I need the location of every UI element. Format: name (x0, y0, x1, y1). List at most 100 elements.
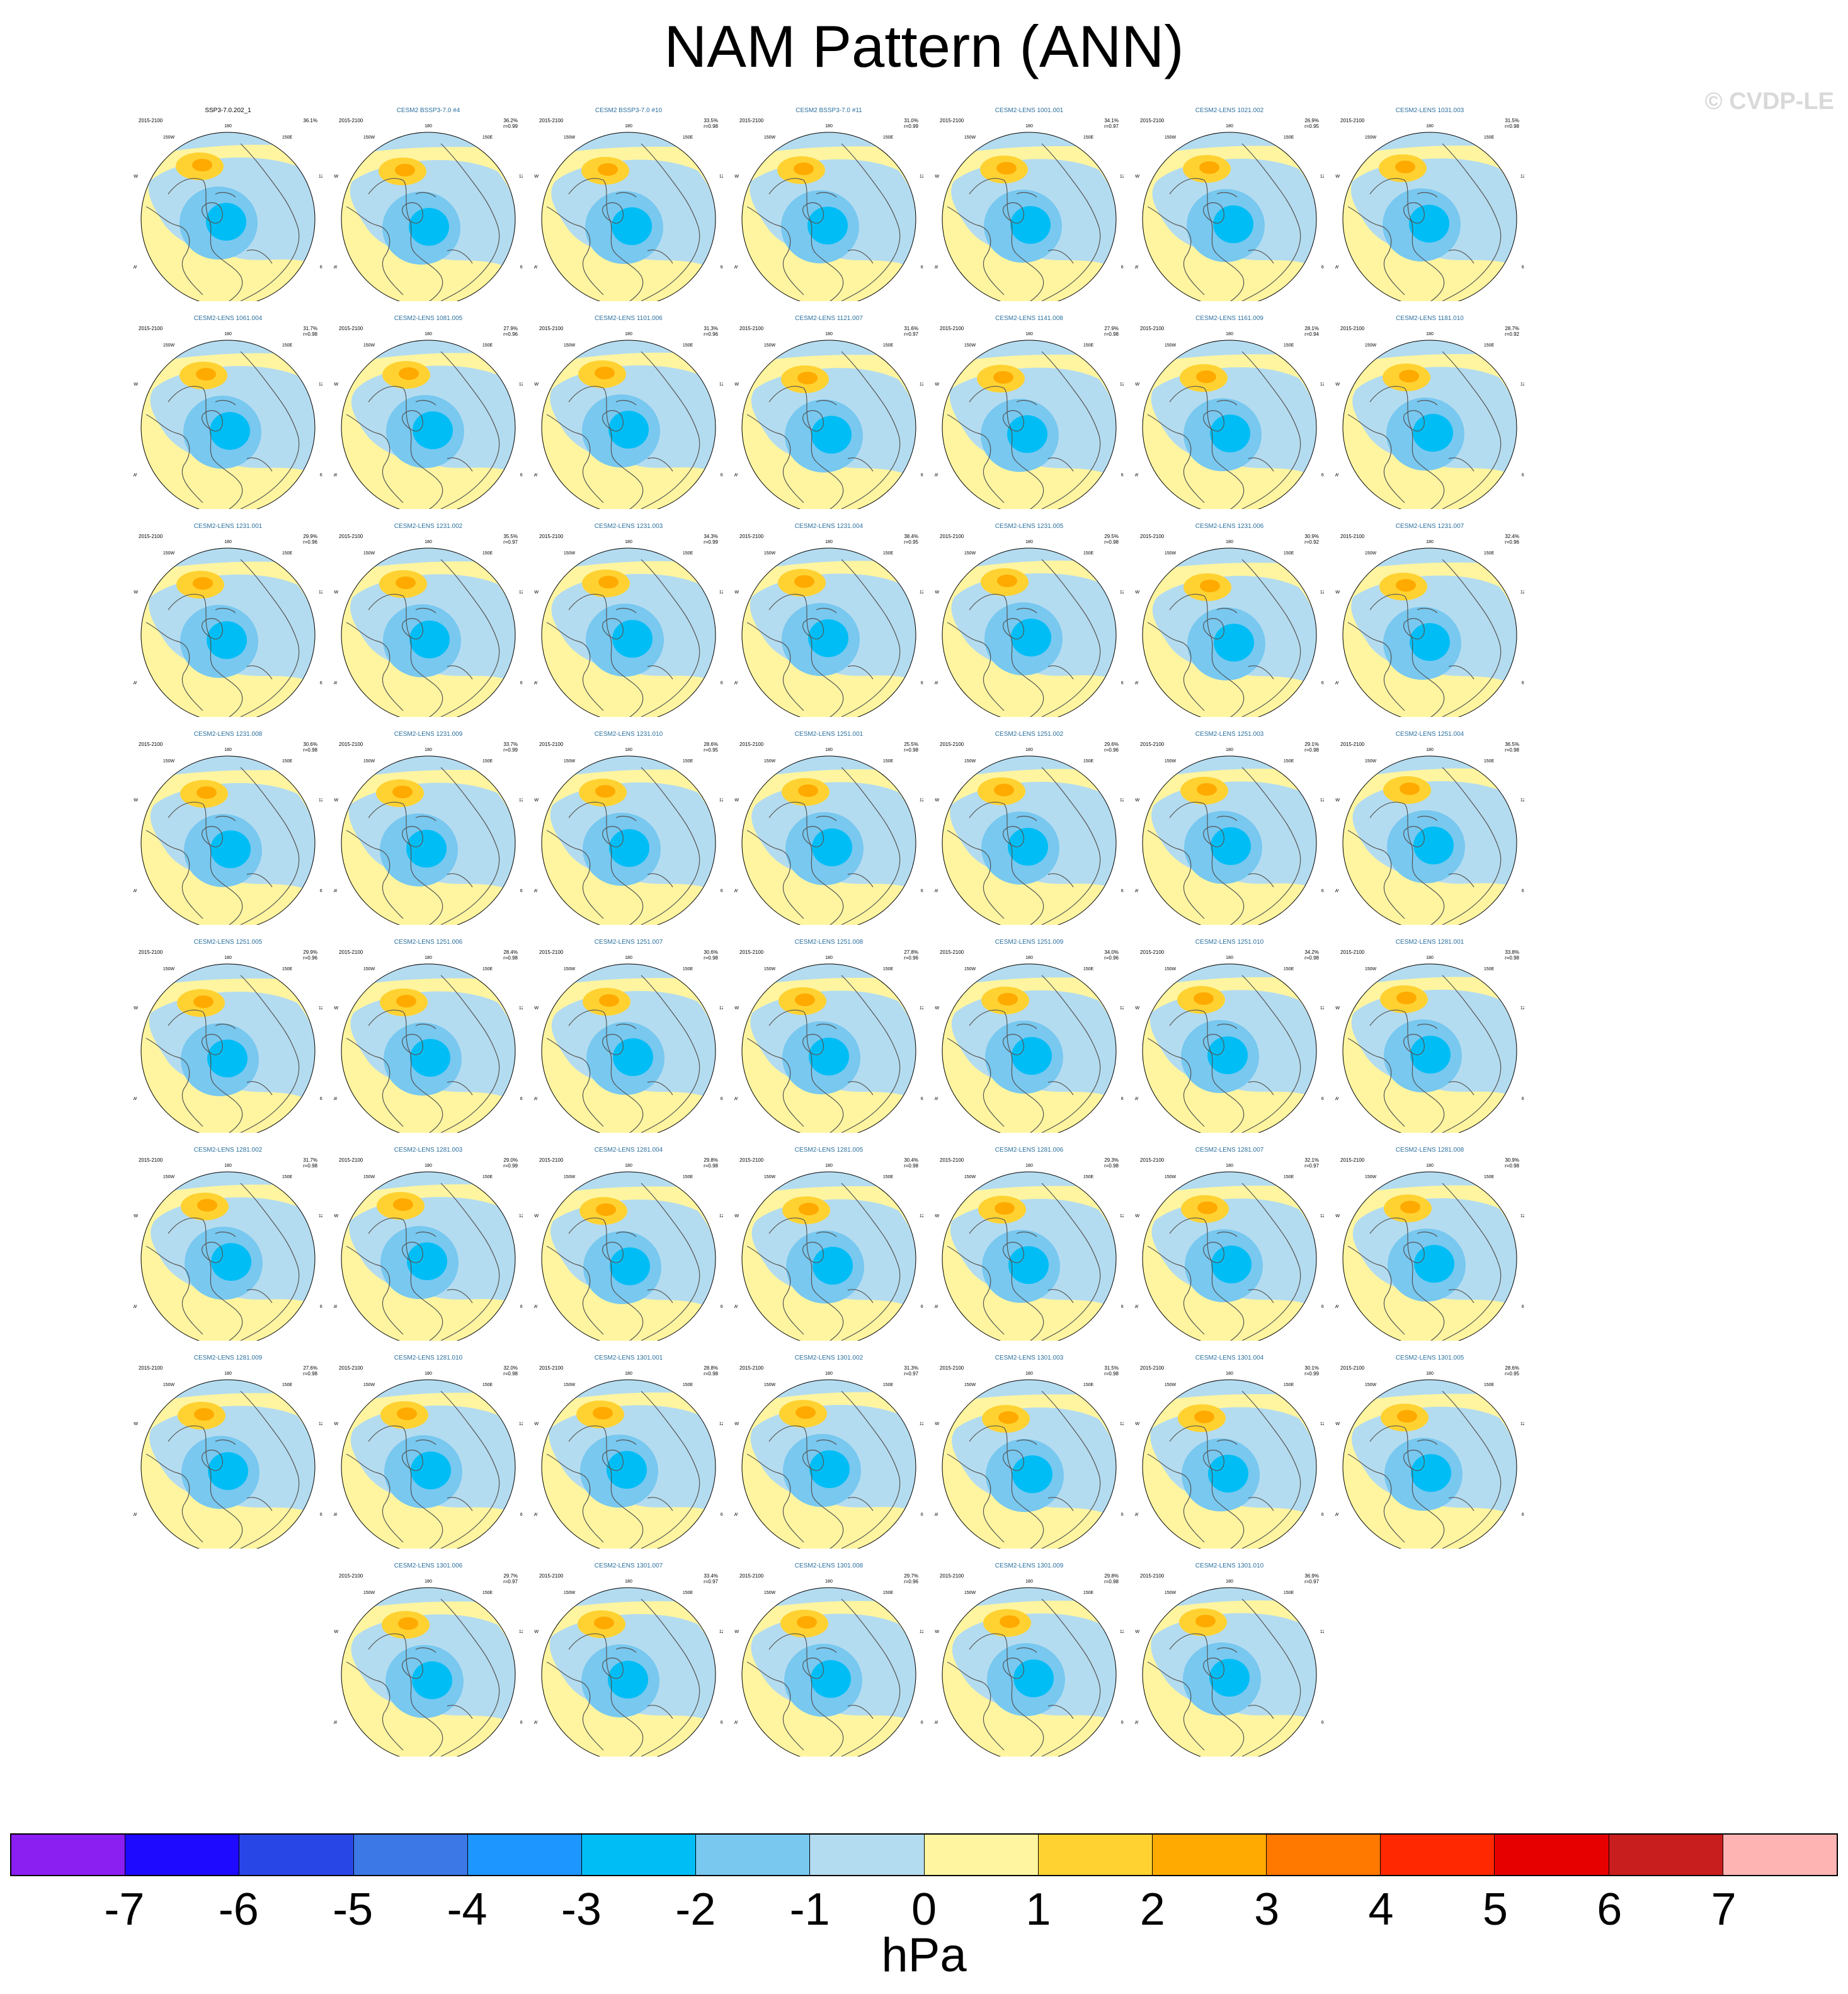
longitude-label: 60W (734, 1305, 738, 1309)
longitude-label: 120E (920, 175, 923, 179)
longitude-label: 120W (534, 1006, 539, 1011)
panel-title: CESM2-LENS 1301.001 (595, 1355, 663, 1361)
longitude-label: 150W (964, 343, 976, 348)
panel-variance-pct: 31.6% (904, 326, 918, 331)
panel-pattern-correlation: r=0.96 (503, 331, 518, 337)
longitude-label: 150E (1083, 1383, 1094, 1387)
longitude-label: 180 (1226, 1164, 1233, 1168)
colorbar-tick: -1 (789, 1884, 830, 1935)
panel-period: 2015-2100 (1340, 118, 1365, 123)
longitude-label: 150W (964, 551, 976, 556)
longitude-label: 60E (721, 889, 723, 893)
longitude-label: 120W (734, 1422, 739, 1426)
longitude-label: 60W (134, 473, 137, 478)
panel-variance-pct: 35.5% (503, 534, 518, 539)
colorbar-tick: -6 (218, 1884, 259, 1935)
longitude-label: 120W (1335, 382, 1340, 387)
panel-pattern-correlation: r=0.97 (1104, 123, 1119, 129)
longitude-label: 120W (334, 1422, 339, 1426)
panel-title: CESM2-LENS 1251.001 (795, 731, 864, 738)
panel-variance-pct: 32.4% (1505, 534, 1519, 539)
panel-pattern-correlation: r=0.92 (1505, 331, 1519, 337)
longitude-label: 60E (1121, 1721, 1124, 1725)
panel-variance-pct: 31.3% (704, 326, 718, 331)
longitude-label: 60W (935, 1721, 938, 1725)
panel-variance-pct: 28.1% (1304, 326, 1319, 331)
panel-period: 2015-2100 (539, 1157, 564, 1163)
longitude-label: 120E (920, 1630, 923, 1634)
longitude-label: 120E (920, 1422, 923, 1426)
longitude-label: 120W (1135, 1422, 1140, 1426)
longitude-label: 60W (935, 1097, 938, 1101)
nam-pattern-map (1343, 132, 1517, 301)
nam-pattern-map (1343, 340, 1517, 509)
longitude-label: 120W (1135, 382, 1140, 387)
longitude-label: 150E (883, 135, 894, 140)
colorbar (10, 1833, 1838, 1876)
longitude-label: 60E (320, 889, 322, 893)
longitude-label: 60E (320, 1513, 322, 1517)
panel-period: 2015-2100 (1140, 949, 1165, 955)
longitude-label: 60W (534, 1513, 538, 1517)
longitude-label: 120W (534, 382, 539, 387)
panel-variance-pct: 29.8% (704, 1157, 718, 1163)
longitude-label: 120W (1135, 1214, 1140, 1218)
longitude-label: 120E (519, 382, 523, 387)
nam-pattern-map (742, 340, 916, 509)
panel-title: CESM2-LENS 1031.003 (1396, 107, 1464, 114)
longitude-label: 120W (935, 798, 940, 803)
nam-pattern-map (1343, 1380, 1517, 1549)
map-panel: CESM2-LENS 1301.008 2015-2100 29.7% r=0.96 1… (734, 1561, 923, 1756)
panel-pattern-correlation: r=0.98 (303, 747, 317, 753)
longitude-label: 120E (319, 590, 322, 595)
figure-title: NAM Pattern (ANN) (664, 13, 1184, 79)
panel-title: CESM2-LENS 1251.009 (995, 939, 1064, 946)
longitude-label: 150E (883, 1383, 894, 1387)
longitude-label: 60E (721, 1721, 723, 1725)
longitude-label: 150W (363, 1591, 375, 1595)
colorbar-swatch (810, 1835, 925, 1875)
map-panel: CESM2-LENS 1281.008 2015-2100 30.9% r=0.98 1… (1335, 1145, 1524, 1341)
panel-title: CESM2-LENS 1301.009 (995, 1562, 1064, 1569)
panel-pattern-correlation: r=0.98 (1505, 747, 1519, 753)
longitude-label: 150W (1165, 1591, 1177, 1595)
longitude-label: 60W (1135, 889, 1139, 893)
panel-title: CESM2-LENS 1281.010 (394, 1355, 463, 1361)
longitude-label: 120E (719, 175, 723, 179)
longitude-label: 60E (921, 473, 923, 478)
panel-pattern-correlation: r=0.99 (904, 123, 918, 129)
nam-pattern-map (942, 1172, 1116, 1341)
longitude-label: 150E (282, 1175, 293, 1179)
longitude-label: 180 (625, 332, 632, 336)
panel-pattern-correlation: r=0.98 (704, 1163, 718, 1169)
nam-pattern-map (341, 132, 515, 301)
longitude-label: 150E (1484, 343, 1495, 348)
longitude-label: 60W (734, 681, 738, 685)
longitude-label: 150W (163, 759, 175, 764)
longitude-label: 120W (1135, 590, 1140, 595)
panel-variance-pct: 31.7% (303, 326, 317, 331)
longitude-label: 180 (1025, 1164, 1033, 1168)
longitude-label: 60E (721, 265, 723, 270)
longitude-label: 120W (534, 1214, 539, 1218)
longitude-label: 120E (319, 175, 322, 179)
longitude-label: 180 (625, 1579, 632, 1584)
panel-period: 2015-2100 (539, 326, 564, 331)
colorbar-swatch (1267, 1835, 1381, 1875)
longitude-label: 180 (1226, 956, 1233, 960)
longitude-label: 120E (519, 798, 523, 803)
longitude-label: 60E (1321, 889, 1324, 893)
longitude-label: 150E (482, 135, 493, 140)
longitude-label: 60W (1135, 265, 1139, 270)
map-panel: CESM2-LENS 1121.007 2015-2100 31.6% r=0.97 1… (734, 314, 923, 509)
nam-pattern-map (742, 548, 916, 717)
longitude-label: 60E (1121, 265, 1124, 270)
longitude-label: 60W (1135, 681, 1139, 685)
panel-variance-pct: 25.5% (904, 742, 918, 747)
panel-title: CESM2-LENS 1161.009 (1195, 315, 1263, 322)
panel-variance-pct: 28.6% (704, 742, 718, 747)
nam-pattern-map (942, 132, 1116, 301)
colorbar-tick: 3 (1254, 1884, 1280, 1935)
colorbar-swatch (1152, 1835, 1267, 1875)
longitude-label: 180 (825, 1372, 833, 1376)
